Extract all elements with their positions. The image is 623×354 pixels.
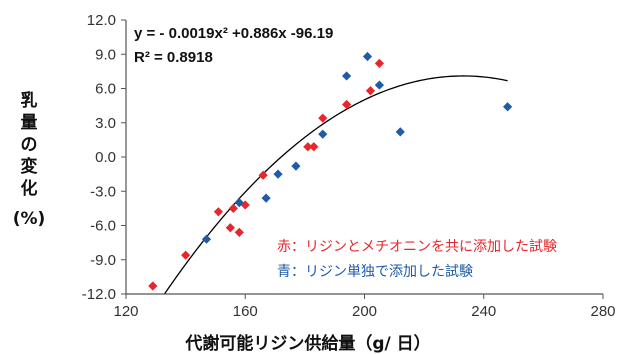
data-point-lys-only [234, 198, 244, 208]
data-point-lys-only [503, 102, 513, 112]
data-point-lys-met [258, 170, 268, 180]
y-axis-title-char: 乳 [21, 90, 38, 111]
data-point-lys-met [234, 227, 244, 237]
data-point-lys-met [365, 86, 376, 96]
data-markers [148, 51, 513, 291]
x-tick-label: 200 [352, 303, 377, 320]
data-point-lys-only [342, 71, 352, 81]
data-point-lys-only [201, 234, 212, 244]
trendline-equation: y = - 0.0019x² +0.886x -96.19 [134, 25, 333, 42]
y-tick-label: 0.0 [95, 149, 116, 166]
data-point-lys-met [374, 58, 385, 68]
y-axis-title-char: の [21, 135, 38, 155]
y-tick-label: 9.0 [95, 46, 116, 63]
data-point-lys-only [374, 80, 385, 90]
data-point-lys-met [148, 281, 158, 291]
x-axis-title: 代謝可能リジン供給量（g/ 日） [184, 333, 430, 354]
data-point-lys-met [309, 142, 319, 152]
data-point-lys-only [261, 193, 271, 203]
data-point-lys-met [318, 113, 328, 123]
y-tick-label: 12.0 [87, 12, 116, 29]
y-tick-label: -6.0 [90, 218, 116, 235]
data-point-lys-met [181, 250, 191, 260]
legend-entry-lys-only: 青：リジン単独で添加した試験 [277, 264, 473, 280]
y-axis-title-unit: (%) [13, 209, 46, 229]
y-axis-title-char: 量 [21, 112, 38, 133]
legend-entry-lys-met: 赤：リジンとメチオニンを共に添加した試験 [277, 239, 557, 255]
data-point-lys-met [228, 203, 238, 213]
y-tick-label: -9.0 [90, 252, 116, 269]
trendline [164, 75, 508, 294]
plot-area: -12.0 -9.0 -6.0 -3.0 0.0 3.0 6.0 9.0 12.0 120 160… [82, 12, 616, 320]
x-ticks: 120 160 200 240 280 [113, 294, 616, 320]
data-point-lys-only [291, 161, 301, 171]
y-tick-label: -12.0 [82, 286, 116, 303]
data-point-lys-only [273, 169, 283, 179]
x-tick-label: 120 [113, 303, 138, 320]
data-point-lys-met [342, 99, 352, 110]
y-axis-title-char: 変 [21, 156, 38, 177]
data-point-lys-met [303, 142, 313, 152]
r-squared-label: R² = 0.8918 [134, 49, 213, 66]
y-tick-label: -3.0 [90, 183, 116, 200]
y-ticks: -12.0 -9.0 -6.0 -3.0 0.0 3.0 6.0 9.0 12.0 [82, 12, 126, 303]
data-point-lys-only [362, 51, 373, 62]
data-point-lys-met [213, 207, 224, 217]
x-tick-label: 280 [590, 303, 615, 320]
data-point-lys-met [225, 223, 235, 233]
y-tick-label: 6.0 [95, 81, 116, 98]
data-point-lys-only [395, 127, 405, 137]
y-tick-label: 3.0 [95, 115, 116, 132]
x-tick-label: 240 [471, 303, 496, 320]
x-tick-label: 160 [233, 303, 258, 320]
y-axis-title-char: 化 [21, 178, 38, 199]
data-point-lys-only [318, 129, 328, 139]
